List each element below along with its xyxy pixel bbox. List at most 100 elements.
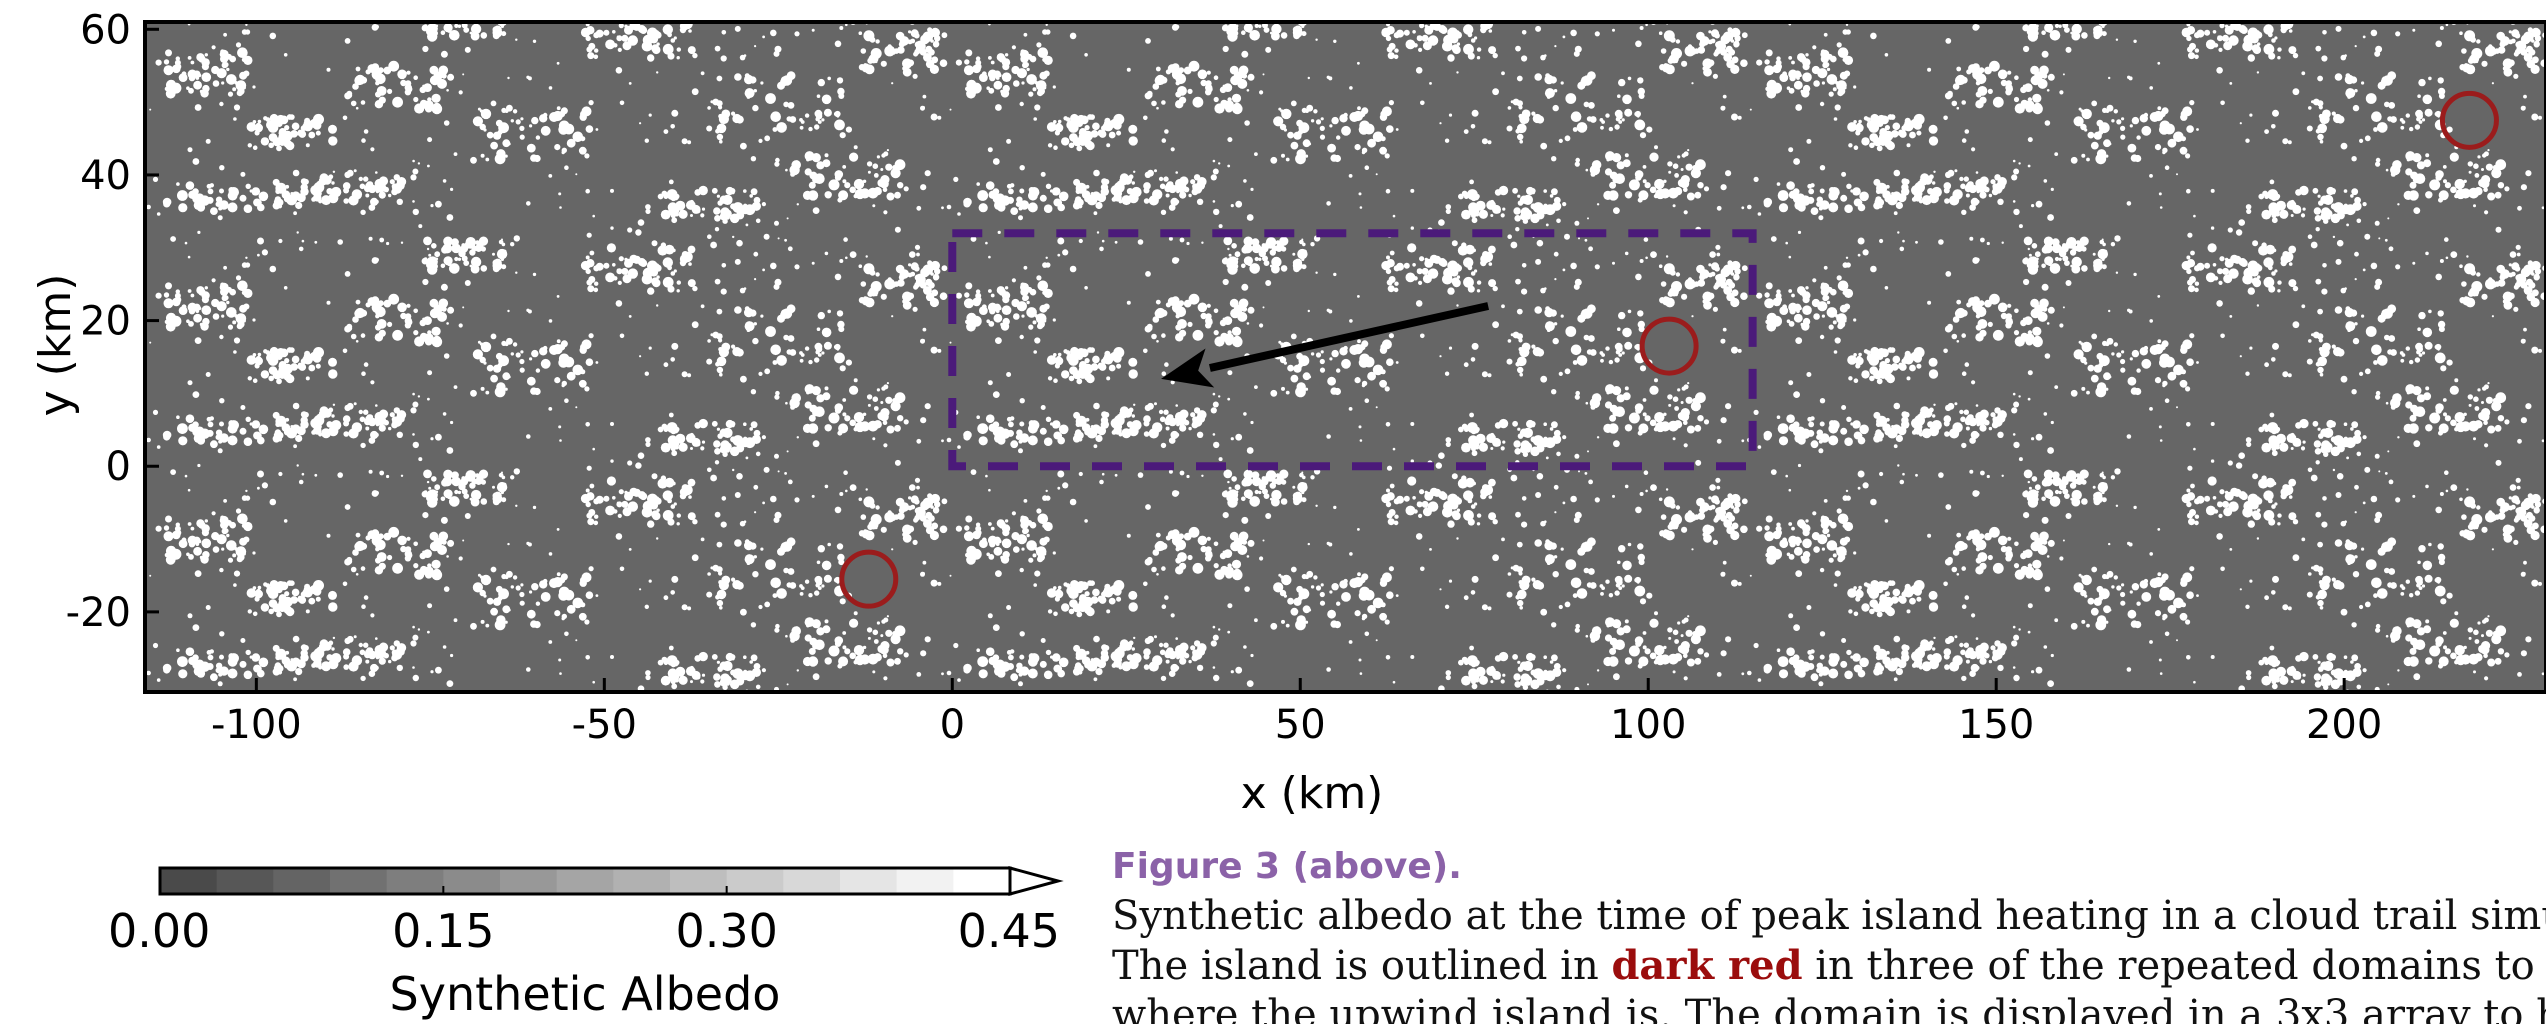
cloud-pixel — [235, 275, 242, 281]
cloud-pixel — [510, 9, 514, 13]
cloud-pixel — [1612, 261, 1615, 265]
cloud-pixel — [479, 109, 483, 113]
cloud-pixel — [1254, 385, 1258, 389]
cloud-pixel — [548, 640, 553, 644]
cloud-pixel — [814, 590, 820, 596]
cloud-pixel — [860, 514, 867, 520]
cloud-pixel — [1380, 576, 1388, 584]
cloud-pixel — [1217, 104, 1223, 110]
cloud-pixel — [992, 624, 1000, 631]
cloud-pixel — [368, 437, 376, 444]
cloud-pixel — [585, 422, 590, 427]
cloud-pixel — [668, 412, 674, 418]
cloud-pixel — [688, 13, 696, 21]
cloud-pixel — [1710, 504, 1716, 510]
cloud-pixel — [549, 345, 559, 355]
cloud-pixel — [1013, 313, 1020, 320]
cloud-pixel — [1643, 237, 1649, 242]
cloud-pixel — [486, 597, 494, 605]
cloud-pixel — [1315, 352, 1322, 358]
cloud-pixel — [462, 24, 467, 28]
cloud-pixel — [498, 122, 509, 134]
cloud-pixel — [853, 660, 858, 665]
cloud-pixel — [1045, 489, 1048, 493]
cloud-pixel — [421, 257, 429, 265]
cloud-pixel — [475, 12, 482, 19]
cloud-pixel — [651, 277, 660, 286]
cloud-pixel — [610, 422, 614, 426]
cloud-pixel — [443, 586, 450, 592]
cloud-pixel — [1456, 304, 1459, 307]
cloud-pixel — [1681, 526, 1688, 533]
cloud-pixel — [965, 282, 973, 290]
cloud-pixel — [227, 202, 238, 213]
cloud-pixel — [1669, 522, 1674, 527]
cloud-pixel — [1654, 412, 1665, 423]
cloud-pixel — [1053, 611, 1058, 617]
cloud-pixel — [211, 45, 216, 50]
cloud-pixel — [245, 183, 251, 189]
cloud-pixel — [197, 697, 200, 700]
cloud-pixel — [303, 178, 309, 185]
cloud-pixel — [178, 539, 188, 549]
cloud-pixel — [1271, 489, 1282, 501]
cloud-pixel — [1197, 69, 1208, 80]
cloud-pixel — [1463, 510, 1474, 521]
cloud-pixel — [1128, 369, 1138, 379]
cloud-pixel — [939, 59, 948, 67]
cloud-pixel — [617, 47, 622, 53]
cloud-pixel — [872, 204, 876, 208]
cloud-pixel — [465, 8, 473, 16]
cloud-pixel — [1549, 427, 1554, 431]
cloud-pixel — [922, 497, 934, 509]
cloud-pixel — [1492, 321, 1499, 329]
cloud-pixel — [988, 488, 991, 492]
cloud-pixel — [1042, 290, 1047, 296]
cloud-pixel — [774, 627, 780, 633]
cloud-pixel — [1445, 441, 1451, 447]
cloud-pixel — [1329, 590, 1333, 594]
cloud-pixel — [867, 636, 871, 640]
cloud-pixel — [371, 529, 380, 538]
cloud-pixel — [1066, 353, 1076, 363]
cloud-pixel — [883, 384, 889, 390]
cloud-pixel — [1280, 342, 1284, 346]
cloud-pixel — [1649, 419, 1657, 427]
cloud-pixel — [1463, 24, 1474, 35]
cloud-pixel — [1348, 640, 1353, 644]
cloud-pixel — [1037, 280, 1049, 292]
cloud-pixel — [673, 269, 677, 273]
cloud-pixel — [1292, 259, 1300, 267]
cloud-pixel — [751, 434, 762, 444]
cloud-pixel — [824, 386, 829, 391]
cloud-pixel — [228, 653, 239, 664]
cloud-pixel — [1616, 346, 1623, 353]
cloud-pixel — [772, 127, 778, 132]
cloud-pixel — [864, 297, 875, 308]
cloud-pixel — [816, 560, 821, 565]
cloud-pixel — [964, 292, 970, 298]
cloud-pixel — [332, 170, 336, 173]
cloud-pixel — [376, 319, 387, 329]
cloud-pixel — [719, 606, 723, 610]
cloud-pixel — [1241, 263, 1246, 269]
cloud-pixel — [595, 361, 599, 364]
cloud-pixel — [502, 10, 506, 14]
cloud-pixel — [348, 195, 359, 206]
cloud-pixel — [185, 414, 195, 424]
cloud-pixel — [462, 257, 467, 261]
cloud-pixel — [219, 398, 225, 404]
cloud-pixel — [1387, 518, 1395, 526]
cloud-pixel — [834, 110, 841, 118]
cloud-pixel — [985, 241, 988, 245]
cloud-pixel — [1472, 481, 1476, 486]
cloud-pixel — [1686, 658, 1695, 667]
cloud-pixel — [479, 123, 486, 131]
cloud-pixel — [1595, 626, 1600, 631]
cloud-pixel — [1474, 502, 1478, 506]
cloud-pixel — [1675, 505, 1681, 510]
cloud-pixel — [914, 477, 921, 483]
cloud-pixel — [1279, 236, 1289, 246]
cloud-pixel — [326, 300, 331, 305]
cloud-pixel — [687, 46, 696, 55]
